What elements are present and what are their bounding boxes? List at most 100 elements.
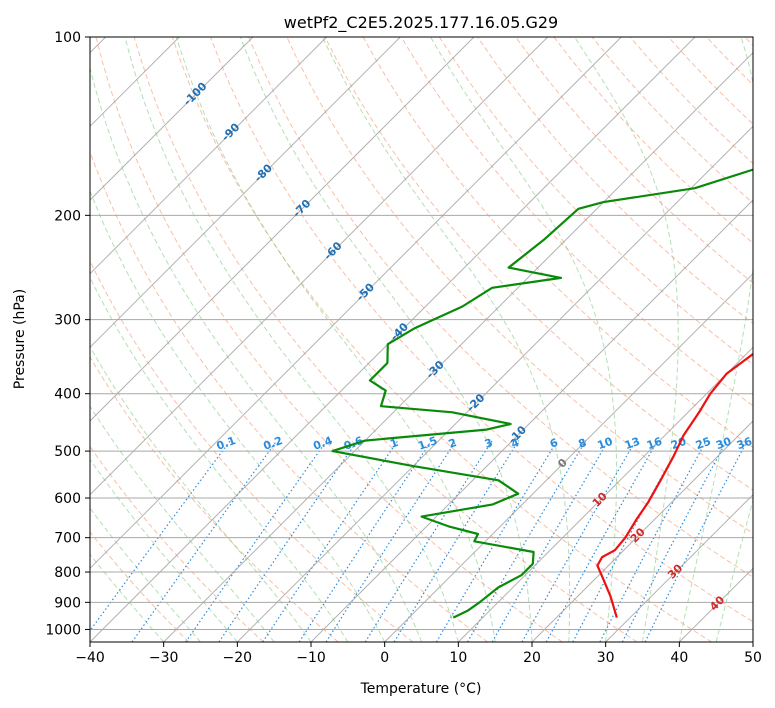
isotherm-line <box>163 51 753 642</box>
mixing-ratio-label: 30 <box>714 435 733 453</box>
sounding-profile-line <box>331 168 753 619</box>
mixing-ratio-line <box>644 440 748 642</box>
moist-adiabat-line <box>752 640 753 642</box>
y-tick-label: 200 <box>54 208 81 224</box>
x-tick-label: −40 <box>75 650 105 666</box>
mixing-ratio-label: 25 <box>694 435 713 452</box>
mixing-ratio-label: 2 <box>447 436 459 451</box>
isoline-labels: -100-90-80-70-60-50-40-30-20-10010203040… <box>181 79 754 613</box>
background-lines <box>90 37 753 642</box>
grid-lines <box>90 37 753 642</box>
y-axis: 100 200 300 400 500 600 700 800 900 1000 <box>45 30 90 638</box>
mixing-ratio-label: 8 <box>577 436 589 451</box>
moist-adiabat-line <box>574 37 679 642</box>
mixing-ratio-line <box>325 440 457 642</box>
plot-frame <box>89 36 754 643</box>
y-tick-label: 700 <box>54 531 81 547</box>
mixing-ratio-line <box>298 440 432 642</box>
x-tick-label: 20 <box>523 650 541 666</box>
moist-adiabat-line <box>90 189 386 642</box>
mixing-ratio-line <box>572 440 683 642</box>
dry-adiabat-line <box>324 37 753 491</box>
y-tick-label: 1000 <box>45 622 81 638</box>
y-tick-label: 800 <box>54 565 81 581</box>
isotherm-line <box>605 493 753 642</box>
y-tick-label: 300 <box>54 313 81 329</box>
isotherm-line <box>752 641 753 642</box>
y-axis-label: Pressure (hPa) <box>12 289 28 389</box>
mixing-ratio-label: 6 <box>548 436 560 451</box>
y-tick-label: 500 <box>54 444 81 460</box>
dry-adiabat-line <box>90 259 414 642</box>
moist-adiabat-line <box>175 37 496 642</box>
moist-adiabat-line <box>90 405 275 642</box>
moist-adiabat-line <box>715 498 753 642</box>
mixing-ratio-line <box>90 440 231 632</box>
dry-adiabat-line <box>248 37 753 578</box>
isotherm-line <box>678 567 753 642</box>
mixing-ratio-label: 36 <box>735 435 754 453</box>
mixing-ratio-label: 4 <box>509 436 521 451</box>
mixing-ratio-line <box>545 440 659 642</box>
isotherm-line <box>90 37 475 422</box>
mixing-ratio-label: 16 <box>645 435 664 453</box>
moist-adiabat-line <box>430 37 617 642</box>
mixing-ratio-line <box>218 440 358 642</box>
isotherm-label: 10 <box>590 489 610 509</box>
x-axis: −40 −30 −20 −10 0 10 20 30 40 50 <box>75 642 762 666</box>
dry-adiabat-line <box>171 37 712 642</box>
dry-adiabat-line <box>706 37 753 86</box>
mixing-ratio-label: 0.1 <box>215 434 238 453</box>
dry-adiabat-line <box>744 37 753 47</box>
dry-adiabat-line <box>90 531 190 642</box>
dry-adiabat-line <box>90 356 339 642</box>
isotherm-line <box>90 37 696 642</box>
moist-adiabat-line <box>239 37 533 642</box>
dry-adiabat-line <box>133 37 638 642</box>
isotherm-line <box>90 37 401 349</box>
moist-adiabat-line <box>90 345 312 642</box>
isotherm-label: -30 <box>424 358 447 381</box>
y-tick-label: 900 <box>54 595 81 611</box>
moist-adiabat-line <box>90 458 238 642</box>
y-tick-label: 100 <box>54 30 81 46</box>
dry-adiabat-line <box>668 37 753 125</box>
dry-adiabat-line <box>95 37 563 642</box>
mixing-ratio-line <box>262 440 399 642</box>
mixing-ratio-line <box>491 440 609 642</box>
mixing-ratio-label: 3 <box>483 436 495 451</box>
isotherm-label: -80 <box>252 161 275 184</box>
mixing-ratio-label: 0.2 <box>262 434 285 453</box>
isotherm-line <box>90 37 328 275</box>
isotherm-line <box>384 272 753 642</box>
moist-adiabat-line <box>678 37 753 642</box>
chart-title: wetPf2_C2E5.2025.177.16.05.G29 <box>284 13 558 33</box>
dry-adiabat-line <box>400 37 753 407</box>
isotherm-line <box>90 37 622 570</box>
moist-adiabat-line <box>322 37 571 642</box>
moist-adiabat-line <box>124 37 459 642</box>
dry-adiabat-line <box>438 37 753 366</box>
mixing-ratio-line <box>393 440 520 642</box>
isotherm-line <box>457 346 753 642</box>
x-tick-label: 40 <box>670 650 688 666</box>
dry-adiabat-line <box>591 37 753 204</box>
mixing-ratio-line <box>185 440 328 642</box>
dry-adiabat-line <box>90 445 264 642</box>
dry-adiabat-line <box>210 37 753 623</box>
x-tick-label: −30 <box>149 650 179 666</box>
moist-adiabat-line <box>90 65 422 642</box>
mixing-ratio-label: 1.5 <box>416 434 439 453</box>
dry-adiabat-line <box>515 37 753 284</box>
x-tick-label: 0 <box>380 650 389 666</box>
x-tick-label: 30 <box>597 650 615 666</box>
dry-adiabat-line <box>90 150 488 642</box>
x-tick-label: −10 <box>296 650 326 666</box>
moist-adiabat-line <box>90 276 349 642</box>
isotherm-line <box>310 199 753 642</box>
isotherm-line <box>531 420 753 642</box>
y-tick-label: 600 <box>54 491 81 507</box>
x-tick-label: 50 <box>744 650 762 666</box>
